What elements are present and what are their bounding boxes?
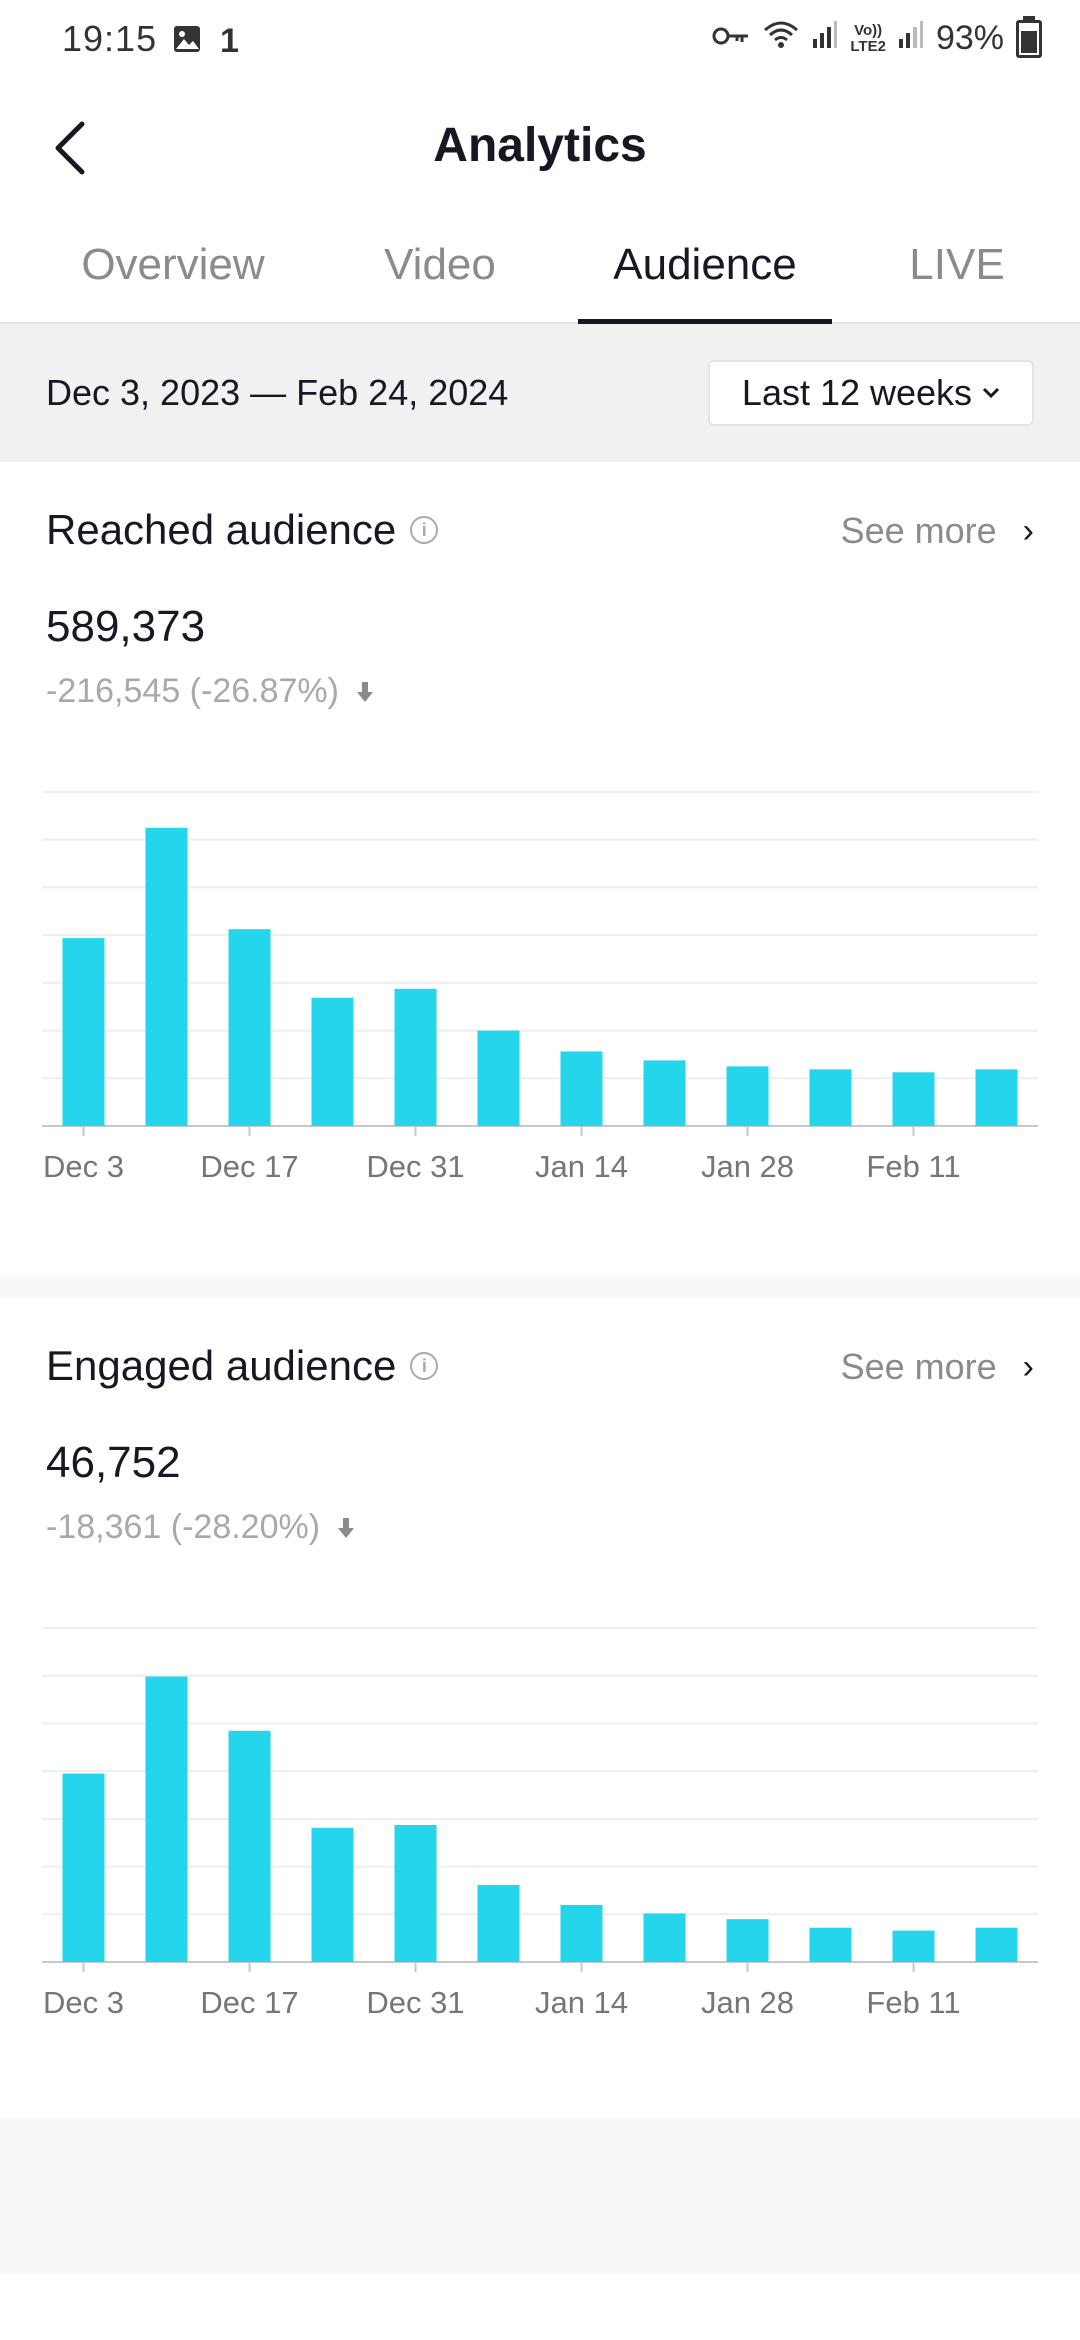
metric-delta-label: -216,545 (-26.87%) xyxy=(46,672,339,710)
metric-delta: -18,361 (-28.20%) xyxy=(46,1508,356,1547)
arrow-down-icon xyxy=(356,681,373,702)
chart-bar xyxy=(394,1824,437,1962)
chevron-left-icon xyxy=(55,121,85,175)
section-divider xyxy=(0,1276,1080,1298)
tick-label: Jan 28 xyxy=(701,1985,794,2020)
chart-bar xyxy=(726,1919,769,1962)
arrow-down-icon xyxy=(338,1517,355,1538)
info-icon[interactable]: i xyxy=(410,516,439,544)
tick-label: Feb 11 xyxy=(866,1149,960,1184)
see-more-label: See more xyxy=(840,1346,997,1387)
tab-overview[interactable]: Overview xyxy=(81,240,265,289)
chart-bar xyxy=(643,1060,686,1126)
tick-label: Jan 28 xyxy=(701,1149,794,1184)
engaged-audience-chart: Dec 3 Dec 17 Dec 31 Jan 14 Jan 28 Feb 11 xyxy=(42,1627,1038,2020)
tab-video[interactable]: Video xyxy=(384,240,496,289)
chart-bar xyxy=(62,938,105,1126)
see-more-link[interactable]: See more › xyxy=(841,510,1034,552)
status-right-icons: Vo)) LTE2 93% xyxy=(712,15,1042,59)
date-range-label: Dec 3, 2023 — Feb 24, 2024 xyxy=(46,372,509,413)
metric-value: 589,373 xyxy=(46,602,206,651)
battery-fill xyxy=(1021,30,1037,53)
engaged-audience-card: Engaged audience i See more › 46,752 -18… xyxy=(0,1298,1080,2118)
app-header: Analytics xyxy=(0,100,1080,200)
volte-label-bottom: LTE2 xyxy=(850,37,886,55)
tick-label: Dec 31 xyxy=(366,1985,464,2020)
metric-delta-label: -18,361 (-28.20%) xyxy=(46,1508,321,1546)
info-icon[interactable]: i xyxy=(410,1352,439,1380)
tick-label: Dec 3 xyxy=(43,1985,124,2020)
status-left-icons: 1 xyxy=(172,22,239,61)
chart-bar xyxy=(975,1927,1018,1962)
chart-bar xyxy=(477,1030,520,1126)
chart-bar xyxy=(62,1773,105,1962)
period-dropdown-label: Last 12 weeks xyxy=(741,372,973,413)
chart-bar xyxy=(145,827,188,1126)
signal-icon xyxy=(812,19,838,58)
key-icon xyxy=(712,22,750,56)
back-button[interactable] xyxy=(40,118,100,178)
chart-bar xyxy=(145,1676,188,1962)
tab-bar: Overview Video Audience LIVE xyxy=(0,230,1080,324)
chart-bar xyxy=(228,1730,271,1962)
tick-label: Jan 14 xyxy=(535,1149,628,1184)
date-filter-bar: Dec 3, 2023 — Feb 24, 2024 Last 12 weeks xyxy=(0,324,1080,462)
image-icon xyxy=(172,24,202,59)
chart-bar xyxy=(560,1904,603,1962)
signal-icon xyxy=(898,19,924,58)
chart-bar xyxy=(311,1827,354,1962)
tick-label: Feb 11 xyxy=(866,1985,960,2020)
tick-label: Dec 17 xyxy=(200,1985,298,2020)
footer-spacer xyxy=(0,2118,1080,2274)
chart-bar xyxy=(394,988,437,1126)
chart-bar xyxy=(726,1066,769,1126)
volte-icon: Vo)) LTE2 xyxy=(850,21,886,55)
card-title: Engaged audience i xyxy=(46,1342,439,1390)
chart-bar xyxy=(228,929,271,1126)
chart-bar xyxy=(560,1051,603,1126)
chevron-right-icon: › xyxy=(1022,511,1034,550)
status-time: 19:15 xyxy=(62,18,158,59)
tick-label: Jan 14 xyxy=(535,1985,628,2020)
chart-bar xyxy=(477,1884,520,1962)
chart-bar xyxy=(809,1069,852,1126)
metric-delta: -216,545 (-26.87%) xyxy=(46,672,375,711)
tick-label: Dec 3 xyxy=(43,1149,124,1184)
reached-audience-card: Reached audience i See more › 589,373 -2… xyxy=(0,462,1080,1276)
tab-live[interactable]: LIVE xyxy=(909,240,1005,289)
card-title: Reached audience i xyxy=(46,506,439,554)
tick-label: Dec 17 xyxy=(200,1149,298,1184)
see-more-label: See more xyxy=(840,510,997,551)
card-title-label: Engaged audience xyxy=(46,1342,397,1389)
page-title: Analytics xyxy=(433,119,647,172)
wifi-icon xyxy=(762,18,800,59)
chart-bar xyxy=(809,1927,852,1962)
chart-bar xyxy=(892,1072,935,1126)
reached-audience-chart: Dec 3 Dec 17 Dec 31 Jan 14 Jan 28 Feb 11 xyxy=(42,791,1038,1184)
active-tab-indicator xyxy=(578,319,832,324)
chart-bar xyxy=(643,1913,686,1962)
battery-percent: 93% xyxy=(935,19,1004,57)
battery-icon xyxy=(1016,15,1042,58)
see-more-link[interactable]: See more › xyxy=(841,1346,1034,1388)
chart-bar xyxy=(892,1930,935,1962)
period-dropdown[interactable]: Last 12 weeks xyxy=(708,360,1034,426)
card-title-label: Reached audience xyxy=(46,506,397,553)
status-bar: 19:15 1 Vo)) LTE2 93% xyxy=(0,0,1080,80)
notification-count: 1 xyxy=(220,22,239,60)
chart-bar xyxy=(311,997,354,1126)
tick-label: Dec 31 xyxy=(366,1149,464,1184)
tab-audience[interactable]: Audience xyxy=(613,240,797,289)
chart-bar xyxy=(975,1069,1018,1126)
chevron-down-icon xyxy=(983,387,1000,399)
metric-value: 46,752 xyxy=(46,1438,181,1487)
volte-label-top: Vo)) xyxy=(854,21,883,39)
chevron-right-icon: › xyxy=(1022,1347,1034,1386)
